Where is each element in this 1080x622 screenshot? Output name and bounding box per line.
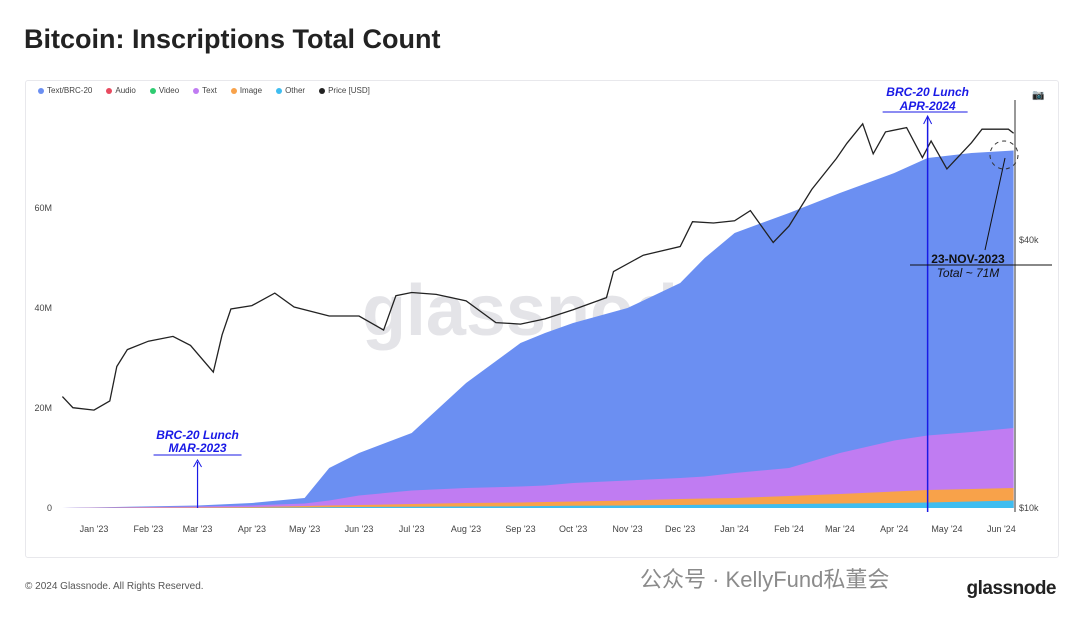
callout-line [984,157,1006,251]
legend-item[interactable]: Image [230,86,263,95]
annotation-label: APR-2024 [899,99,956,113]
y-right-tick-label: $40k [1019,235,1039,245]
legend-label: Text [202,86,217,95]
wechat-watermark: 公众号 · KellyFund私董会 [640,567,890,592]
camera-icon[interactable]: 📷 [1032,90,1045,101]
legend-swatch [149,87,156,94]
callout-label: 23-NOV-2023 [931,252,1005,266]
x-tick-label: Aug '23 [451,524,481,534]
y-left-tick-label: 40M [34,303,52,313]
x-tick-label: Jun '24 [987,524,1016,534]
legend-swatch [319,87,326,94]
x-tick-label: Feb '23 [134,524,164,534]
y-left-tick-label: 20M [34,403,52,413]
x-tick-label: Nov '23 [612,524,642,534]
legend-label: Video [158,86,180,95]
area-text [62,428,1014,508]
legend-item[interactable]: Text/BRC-20 [38,86,92,95]
legend-item[interactable]: Price [USD] [319,86,370,95]
legend-swatch [276,87,283,94]
legend-item[interactable]: Text [193,86,217,95]
y-left-tick-label: 60M [34,203,52,213]
legend-item[interactable]: Other [276,86,305,95]
legend-swatch [106,87,113,94]
x-tick-label: May '24 [931,524,962,534]
chart-legend: Text/BRC-20 Audio Video Text Image Other Price… [38,86,370,95]
arrow-head-icon [193,458,202,468]
arrow-head-icon [923,114,933,125]
x-tick-label: Jan '24 [720,524,749,534]
glassnode-logo: glassnode [966,578,1057,599]
y-left-tick-label: 0 [47,503,52,513]
x-tick-label: Jan '23 [80,524,109,534]
copyright: © 2024 Glassnode. All Rights Reserved. [25,581,204,592]
price-line [61,122,1015,411]
x-tick-label: Mar '23 [183,524,213,534]
legend-item[interactable]: Video [149,86,180,95]
x-tick-label: Jul '23 [399,524,425,534]
annotation-label: MAR-2023 [169,441,227,455]
x-tick-label: Dec '23 [665,524,695,534]
x-tick-label: Jun '23 [345,524,374,534]
area-image [62,488,1014,508]
legend-label: Other [285,86,306,95]
callout-label: Total ~ 71M [937,266,1000,280]
page-title: Bitcoin: Inscriptions Total Count [24,24,441,54]
x-tick-label: Feb '24 [774,524,804,534]
y-right-tick-label: $10k [1019,503,1039,513]
legend-item[interactable]: Audio [106,86,136,95]
legend-label: Text/BRC-20 [47,86,93,95]
highlight-circle [989,140,1019,170]
legend-label: Price [USD] [328,86,370,95]
area-other [62,500,1014,508]
x-tick-label: Apr '24 [880,524,908,534]
x-tick-label: May '23 [289,524,320,534]
annotation-label: BRC-20 Lunch [156,428,239,442]
chart-card [25,80,1059,558]
x-tick-label: Apr '23 [238,524,266,534]
legend-swatch [193,87,200,94]
legend-label: Audio [115,86,136,95]
x-tick-label: Oct '23 [559,524,587,534]
legend-swatch [230,87,237,94]
legend-label: Image [239,86,263,95]
legend-swatch [38,87,44,94]
x-tick-label: Mar '24 [825,524,855,534]
annotation-label: BRC-20 Lunch [886,85,969,99]
x-tick-label: Sep '23 [505,524,535,534]
